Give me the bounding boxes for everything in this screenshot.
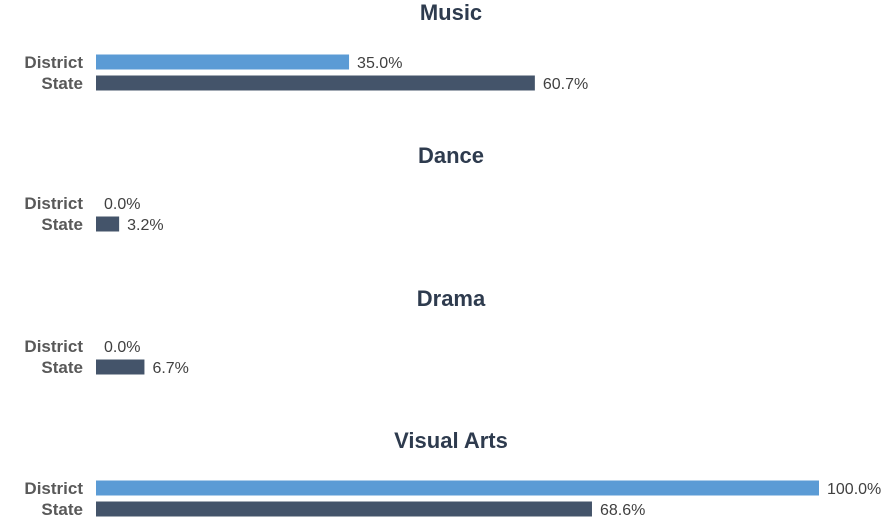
chart-title: Dance bbox=[418, 143, 484, 168]
value-label: 6.7% bbox=[152, 360, 188, 377]
value-label: 100.0% bbox=[827, 481, 881, 498]
bar-district bbox=[96, 54, 350, 70]
chart-title: Music bbox=[420, 0, 482, 25]
bar-state bbox=[96, 216, 120, 232]
category-label: District bbox=[24, 53, 83, 72]
category-label: District bbox=[24, 194, 83, 213]
chart-panel-drama: Drama District 0.0% State 6.7% bbox=[24, 286, 486, 377]
value-label: 0.0% bbox=[104, 339, 140, 356]
value-label: 0.0% bbox=[104, 196, 140, 213]
category-label: State bbox=[41, 358, 83, 377]
bar-state bbox=[96, 75, 535, 91]
category-label: State bbox=[41, 500, 83, 519]
chart-panel-visual-arts: Visual Arts District 100.0% State 68.6% bbox=[24, 428, 881, 519]
bar-district bbox=[96, 480, 819, 496]
chart-title: Drama bbox=[417, 286, 486, 311]
value-label: 60.7% bbox=[543, 76, 588, 93]
chart-panel-dance: Dance District 0.0% State 3.2% bbox=[24, 143, 484, 234]
bar-state bbox=[96, 501, 592, 517]
category-label: State bbox=[41, 74, 83, 93]
value-label: 3.2% bbox=[127, 217, 163, 234]
category-label: State bbox=[41, 215, 83, 234]
value-label: 68.6% bbox=[600, 502, 645, 519]
category-label: District bbox=[24, 479, 83, 498]
bar-state bbox=[96, 359, 145, 375]
category-label: District bbox=[24, 337, 83, 356]
chart-panel-music: Music District 35.0% State 60.7% bbox=[24, 0, 588, 93]
value-label: 35.0% bbox=[357, 55, 402, 72]
chart-title: Visual Arts bbox=[394, 428, 508, 453]
